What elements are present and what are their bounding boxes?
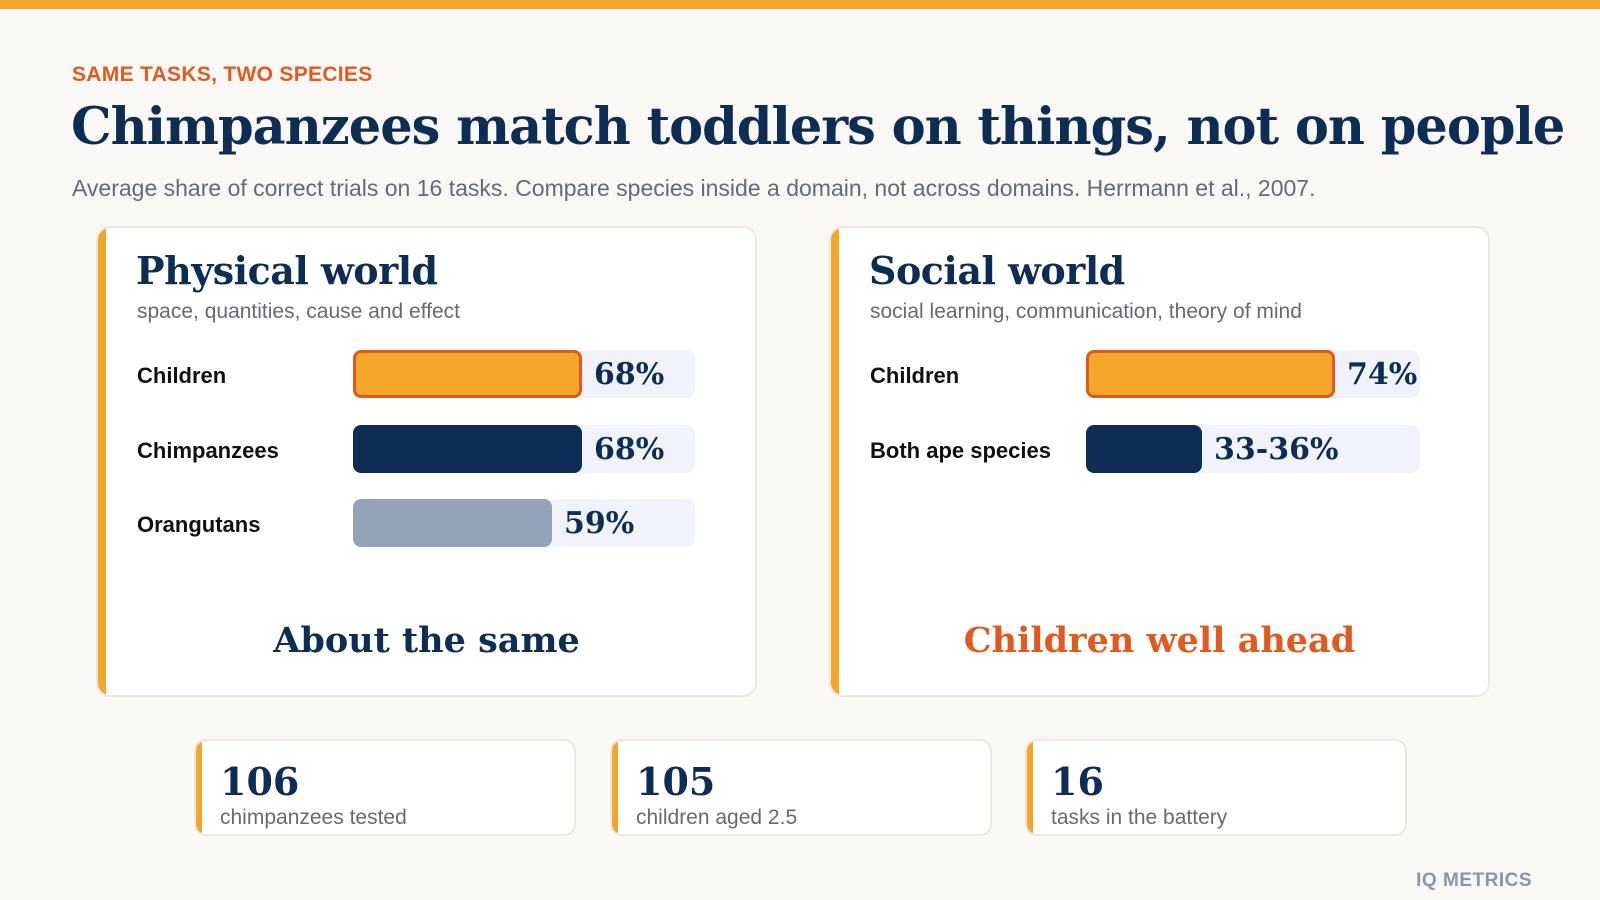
panel-subtitle: social learning, communication, theory o… (870, 300, 1302, 323)
bar-both-apes (1086, 425, 1202, 473)
stat-accent (196, 741, 202, 834)
page-title: Chimpanzees match toddlers on things, no… (71, 97, 1565, 157)
bar-children (1086, 350, 1335, 398)
stat-label: chimpanzees tested (220, 806, 407, 829)
bar-row-chimpanzees: Chimpanzees 68% (137, 425, 737, 475)
bar-track (1086, 425, 1420, 473)
brand-logo: IQ METRICS (1416, 870, 1532, 891)
bar-label-children: Children (870, 363, 960, 388)
panel-accent (98, 228, 106, 695)
bar-row-orangutans: Orangutans 59% (137, 499, 737, 549)
bar-chimpanzees (353, 425, 582, 473)
panel-accent (831, 228, 839, 695)
value-label-children: 74% (1347, 357, 1418, 392)
stat-label: children aged 2.5 (636, 806, 798, 829)
page-subtitle: Average share of correct trials on 16 ta… (72, 175, 1316, 201)
top-accent-bar (0, 0, 1600, 9)
physical-world-panel: Physical world space, quantities, cause … (96, 226, 757, 697)
bar-row-children: Children 74% (870, 350, 1470, 400)
stat-card-chimpanzees: 106 chimpanzees tested (194, 739, 576, 836)
stat-number: 105 (636, 759, 716, 804)
bar-track (353, 425, 695, 473)
bar-track (353, 499, 695, 547)
panel-title: Social world (869, 248, 1125, 293)
bar-label-both-apes: Both ape species (870, 438, 1051, 463)
stat-card-children: 105 children aged 2.5 (610, 739, 992, 836)
bar-label-chimpanzees: Chimpanzees (137, 438, 279, 463)
social-world-panel: Social world social learning, communicat… (829, 226, 1490, 697)
panel-subtitle: space, quantities, cause and effect (137, 300, 460, 323)
panel-title: Physical world (136, 248, 438, 293)
verdict-social: Children well ahead (963, 620, 1356, 661)
bar-row-both-apes: Both ape species 33-36% (870, 425, 1470, 475)
value-label-chimpanzees: 68% (594, 432, 665, 467)
stat-accent (612, 741, 618, 834)
bar-orangutans (353, 499, 552, 547)
stat-card-tasks: 16 tasks in the battery (1025, 739, 1407, 836)
bar-label-orangutans: Orangutans (137, 512, 261, 537)
verdict-physical: About the same (273, 620, 580, 661)
stat-number: 106 (220, 759, 300, 804)
bar-track (1086, 350, 1420, 398)
value-label-children: 68% (594, 357, 665, 392)
bar-track (353, 350, 695, 398)
bar-label-children: Children (137, 363, 227, 388)
kicker: SAME TASKS, TWO SPECIES (72, 63, 373, 86)
value-label-both-apes: 33-36% (1214, 432, 1339, 467)
stat-accent (1027, 741, 1033, 834)
value-label-orangutans: 59% (564, 506, 635, 541)
stat-label: tasks in the battery (1051, 806, 1228, 829)
bar-row-children: Children 68% (137, 350, 737, 400)
bar-children (353, 350, 582, 398)
stat-number: 16 (1051, 759, 1104, 804)
